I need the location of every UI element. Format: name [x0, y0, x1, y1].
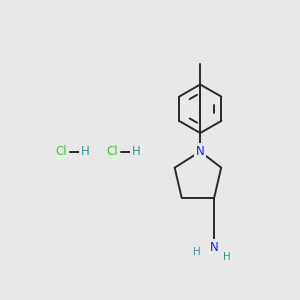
Text: H: H	[81, 145, 89, 158]
Text: Cl: Cl	[106, 145, 118, 158]
Text: N: N	[196, 145, 205, 158]
Text: H: H	[223, 252, 231, 262]
Text: H: H	[132, 145, 141, 158]
Text: N: N	[210, 241, 219, 254]
Text: Cl: Cl	[55, 145, 67, 158]
Text: H: H	[193, 247, 201, 257]
